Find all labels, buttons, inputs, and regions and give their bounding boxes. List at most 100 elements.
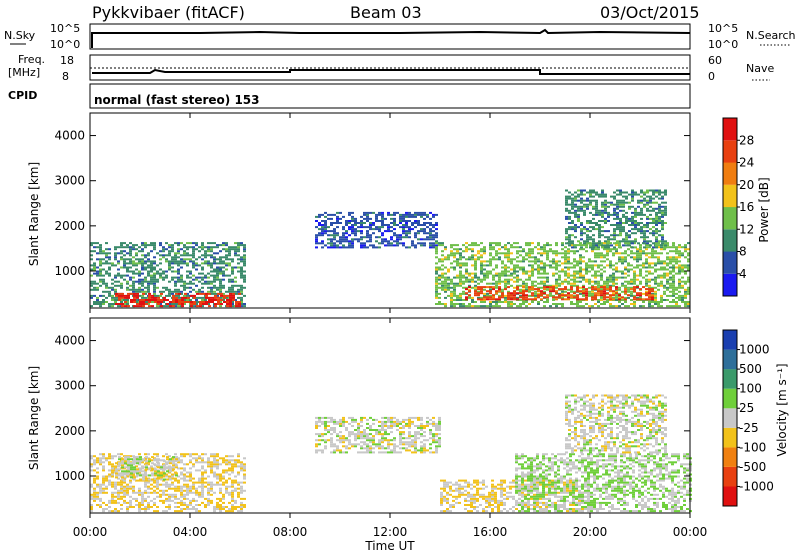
- power-cell: [432, 242, 435, 245]
- velocity-cell: [139, 460, 142, 463]
- velocity-cell: [177, 459, 180, 462]
- power-cell: [597, 244, 600, 247]
- power-cell: [574, 230, 577, 233]
- power-cell: [483, 286, 486, 289]
- power-cell: [96, 274, 99, 277]
- power-cell: [447, 278, 450, 281]
- velocity-cell: [198, 469, 201, 472]
- power-cell: [577, 207, 580, 210]
- power-cell: [183, 262, 186, 265]
- power-cell: [465, 280, 468, 283]
- power-cell: [555, 305, 558, 308]
- power-cell: [214, 305, 217, 308]
- velocity-cell: [339, 439, 342, 442]
- power-cell: [165, 274, 168, 277]
- power-cell: [582, 260, 585, 263]
- power-cell: [456, 244, 459, 247]
- velocity-cell: [243, 489, 246, 492]
- power-cell: [666, 272, 669, 275]
- power-cell: [549, 260, 552, 263]
- velocity-cell: [321, 449, 324, 452]
- power-cell: [618, 256, 621, 259]
- power-cell: [669, 266, 672, 269]
- power-cell: [585, 264, 588, 267]
- power-cell: [315, 236, 318, 239]
- power-cell: [619, 240, 622, 243]
- power-cell: [177, 256, 180, 259]
- power-cell: [99, 305, 102, 308]
- power-cell: [636, 254, 639, 257]
- velocity-cell: [384, 416, 387, 419]
- power-cell: [210, 280, 213, 283]
- velocity-cell: [231, 508, 234, 510]
- velocity-cell: [108, 501, 111, 504]
- power-cell: [399, 238, 402, 241]
- power-cell: [459, 292, 462, 295]
- power-cell: [579, 301, 582, 303]
- power-cell: [414, 215, 417, 218]
- velocity-cell: [186, 491, 189, 494]
- power-cell: [474, 272, 477, 275]
- power-cell: [336, 244, 339, 247]
- velocity-cell: [222, 461, 225, 464]
- power-cell: [229, 305, 232, 308]
- power-cell: [621, 256, 624, 259]
- power-cell: [225, 268, 228, 271]
- power-cell: [672, 286, 675, 289]
- power-cell: [616, 234, 619, 237]
- power-cell: [549, 250, 552, 253]
- velocity-cell: [90, 485, 93, 488]
- power-cell: [603, 303, 606, 305]
- power-cell: [661, 213, 664, 216]
- power-cell: [447, 258, 450, 261]
- power-cell: [655, 207, 658, 210]
- power-cell: [219, 258, 222, 261]
- power-cell: [552, 272, 555, 275]
- power-cell: [178, 292, 181, 295]
- velocity-cell: [207, 501, 210, 504]
- power-cell: [525, 244, 528, 247]
- power-cell: [156, 252, 159, 255]
- power-cell: [108, 286, 111, 289]
- power-cell: [618, 296, 621, 299]
- power-cell: [474, 286, 477, 289]
- power-cell: [345, 224, 348, 226]
- velocity-cell: [151, 472, 154, 475]
- power-cell: [555, 268, 558, 271]
- velocity-cell: [186, 475, 189, 478]
- power-cell: [600, 260, 603, 263]
- power-cell: [474, 288, 477, 291]
- power-cell: [631, 222, 634, 224]
- power-cell: [616, 211, 619, 214]
- power-cell: [681, 264, 684, 267]
- power-cell: [510, 303, 513, 305]
- power-cell: [219, 262, 222, 265]
- power-cell: [546, 278, 549, 281]
- power-cell: [576, 296, 579, 299]
- power-cell: [453, 248, 456, 251]
- power-cell: [126, 301, 129, 303]
- velocity-cell: [141, 508, 144, 510]
- power-cell: [645, 252, 648, 255]
- power-cell: [613, 234, 616, 237]
- power-cell: [111, 288, 114, 291]
- power-cell: [577, 220, 580, 222]
- velocity-cell: [237, 459, 240, 462]
- power-cell: [330, 240, 333, 243]
- power-cell: [138, 288, 141, 291]
- velocity-cell: [105, 487, 108, 490]
- power-cell: [229, 301, 232, 303]
- velocity-cell: [147, 485, 150, 488]
- power-cell: [630, 292, 633, 295]
- power-cell: [141, 280, 144, 283]
- power-cell: [216, 252, 219, 255]
- power-cell: [501, 301, 504, 303]
- power-cell: [513, 298, 516, 301]
- power-cell: [528, 242, 531, 245]
- power-cell: [649, 201, 652, 204]
- velocity-cell: [168, 506, 171, 508]
- velocity-cell: [393, 425, 396, 427]
- power-cell: [564, 262, 567, 265]
- power-cell: [513, 270, 516, 273]
- power-cell: [378, 213, 381, 216]
